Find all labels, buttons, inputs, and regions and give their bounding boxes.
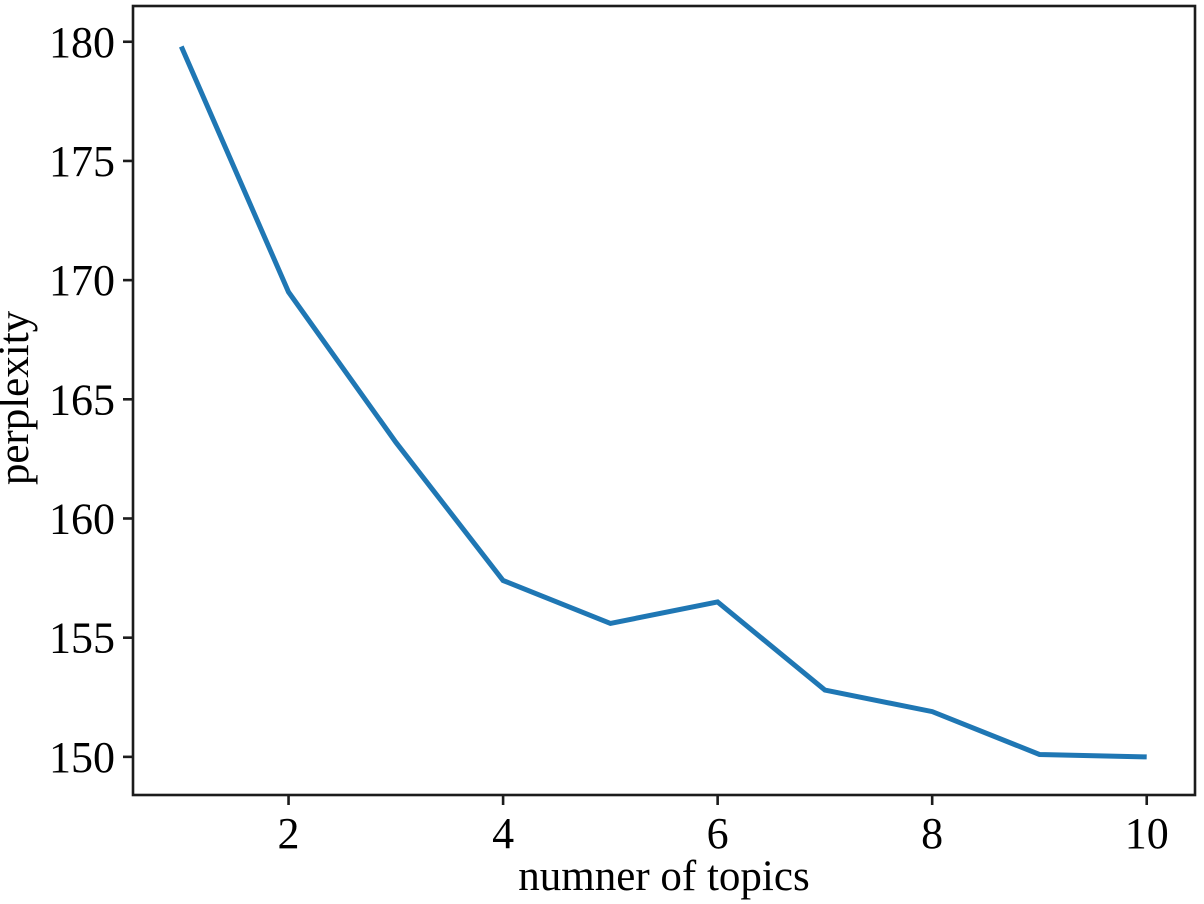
y-tick-label-170: 170 [49, 256, 115, 305]
y-tick-label-160: 160 [49, 494, 115, 543]
y-tick-label-155: 155 [49, 614, 115, 663]
x-tick-label-10: 10 [1125, 809, 1169, 858]
x-tick-label-8: 8 [921, 809, 943, 858]
y-tick-label-165: 165 [49, 375, 115, 424]
y-axis-label: perplexity [0, 310, 38, 485]
y-tick-label-180: 180 [49, 18, 115, 67]
plot-frame [131, 4, 1197, 797]
x-tick-label-2: 2 [278, 809, 300, 858]
x-axis-label: numner of topics [518, 853, 809, 900]
y-tick-label-150: 150 [49, 733, 115, 782]
perplexity-series-line [179, 45, 1147, 760]
axis-ticks [123, 40, 1149, 805]
x-tick-label-6: 6 [707, 809, 729, 858]
y-tick-label-175: 175 [49, 137, 115, 186]
x-tick-label-4: 4 [492, 809, 514, 858]
axis-tick-labels: 2 4 6 8 10 150 155 160 165 170 175 180 [49, 18, 1169, 858]
data-series [179, 45, 1147, 760]
